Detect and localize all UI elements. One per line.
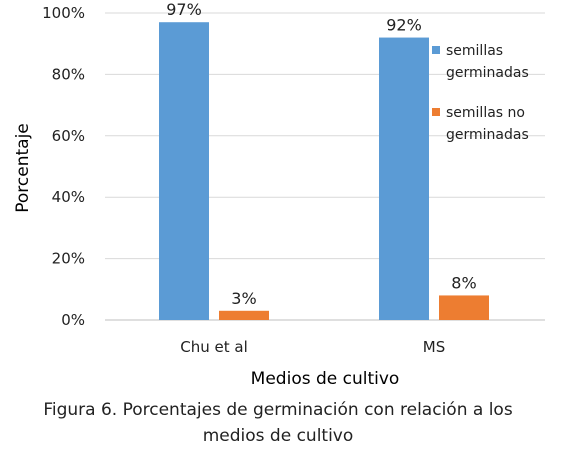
- y-tick-label: 80%: [52, 65, 85, 83]
- bar-no-germinadas-chu-et-al: [219, 310, 269, 320]
- caption-line-2: medios de cultivo: [203, 426, 354, 446]
- bar-germinadas-chu-et-al: [159, 22, 209, 321]
- bar-germinadas-ms: [379, 37, 429, 321]
- legend-swatch-no-germinadas: [432, 108, 440, 116]
- legend-label-germinadas-line2: germinadas: [446, 65, 529, 81]
- data-labels: 97% 92% 3% 8%: [166, 0, 476, 308]
- figure-caption: Figura 6. Porcentajes de germinación con…: [43, 400, 512, 446]
- y-axis-title: Porcentaje: [13, 123, 33, 213]
- data-label: 92%: [386, 16, 422, 35]
- data-label: 3%: [231, 289, 256, 308]
- y-tick-label: 20%: [52, 250, 85, 268]
- legend-label-no-germinadas-line1: semillas no: [446, 105, 525, 121]
- x-axis-title: Medios de cultivo: [251, 369, 400, 389]
- caption-line-1: Figura 6. Porcentajes de germinación con…: [43, 400, 512, 420]
- y-axis-ticks: 0% 20% 40% 60% 80% 100%: [42, 4, 85, 329]
- y-tick-label: 100%: [42, 4, 85, 22]
- legend-label-no-germinadas-line2: germinadas: [446, 127, 529, 143]
- bars: [159, 22, 489, 321]
- x-axis-categories: Chu et al MS: [180, 338, 445, 356]
- x-category-label: Chu et al: [180, 338, 248, 356]
- bar-no-germinadas-ms: [439, 295, 489, 320]
- legend-label-germinadas-line1: semillas: [446, 43, 503, 59]
- data-label: 97%: [166, 0, 202, 19]
- y-tick-label: 0%: [61, 311, 85, 329]
- y-tick-label: 40%: [52, 188, 85, 206]
- y-tick-label: 60%: [52, 127, 85, 145]
- legend-swatch-germinadas: [432, 46, 440, 54]
- legend: semillas germinadas semillas no germinad…: [432, 43, 529, 143]
- data-label: 8%: [451, 273, 476, 292]
- x-category-label: MS: [423, 338, 445, 356]
